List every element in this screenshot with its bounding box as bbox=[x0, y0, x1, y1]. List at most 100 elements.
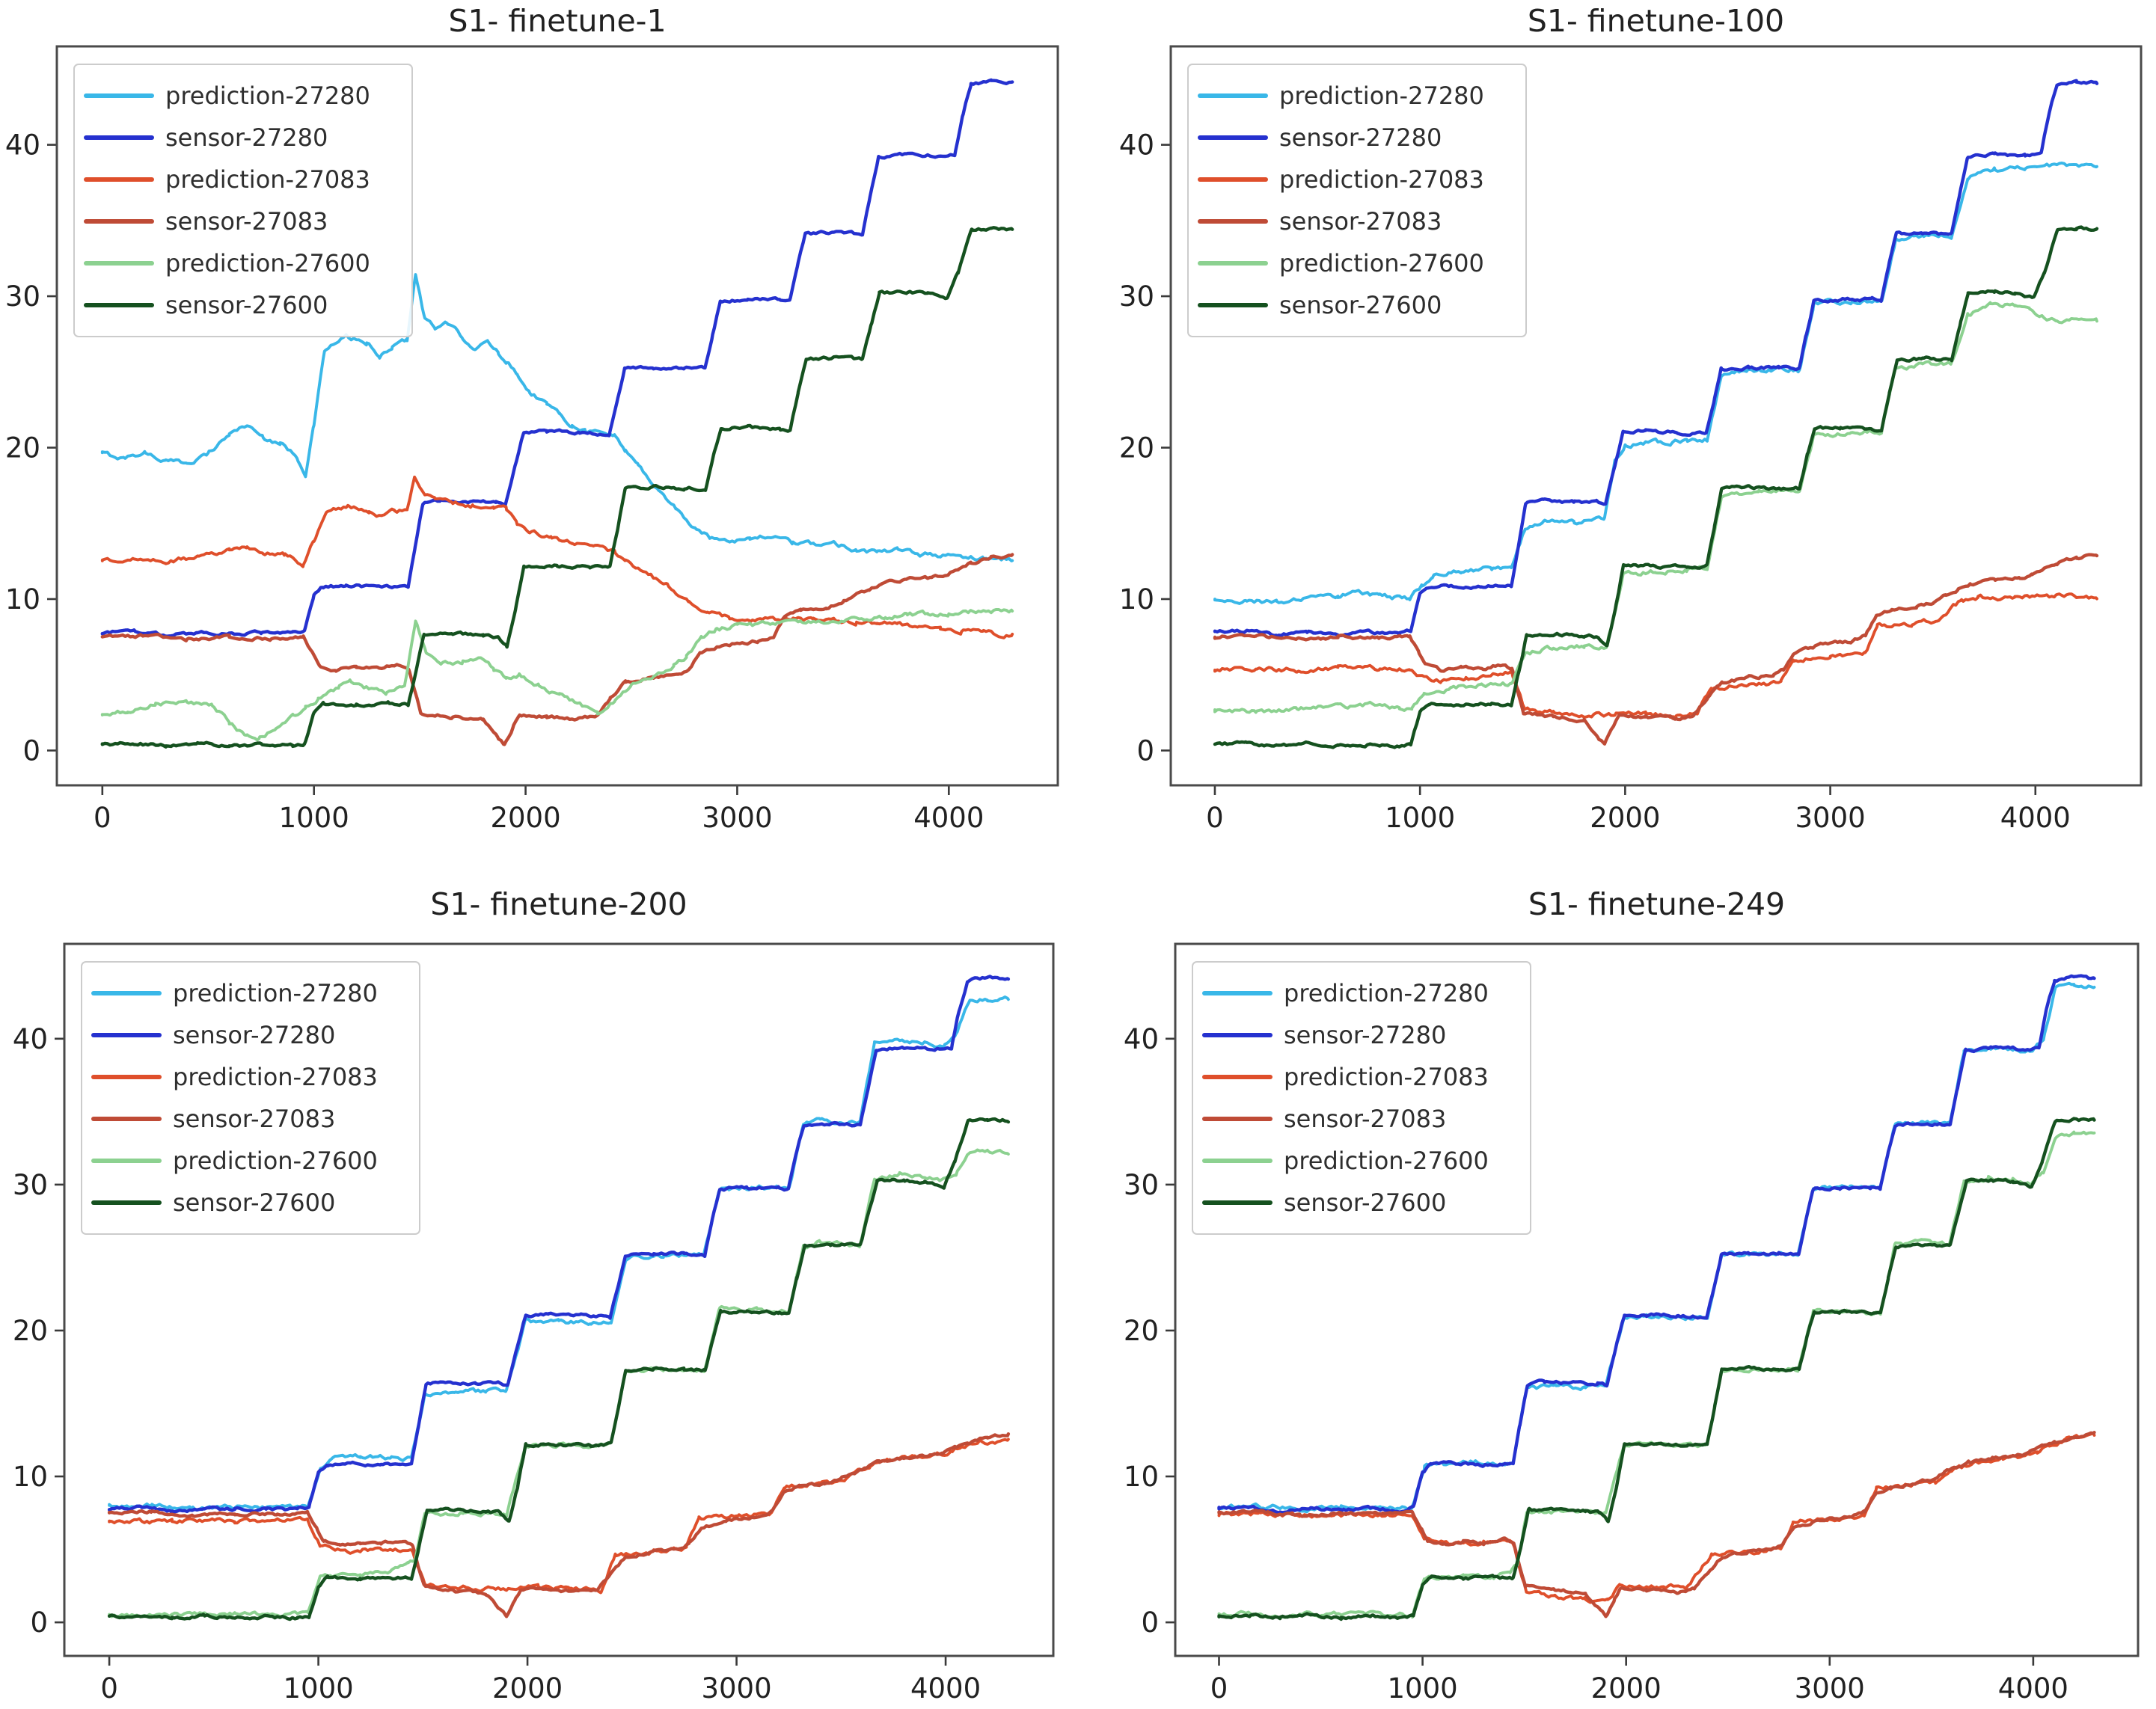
y-tick-label: 30 bbox=[13, 1169, 48, 1201]
x-tick-label: 1000 bbox=[1388, 1672, 1458, 1705]
x-tick-label: 0 bbox=[1206, 802, 1224, 834]
series-sensor-27600 bbox=[107, 1117, 1011, 1621]
series-prediction-27083 bbox=[1213, 592, 2098, 719]
x-tick-label: 3000 bbox=[702, 802, 772, 834]
legend-entry-label: prediction-27083 bbox=[165, 165, 370, 194]
x-tick-label: 4000 bbox=[913, 802, 984, 834]
x-tick-label: 2000 bbox=[490, 802, 560, 834]
x-tick-label: 3000 bbox=[1795, 802, 1865, 834]
plot-svg-finetune-249: 0 1000 2000 3000 4000 0 10 20 30 40 prediction-272… bbox=[1124, 942, 2140, 1705]
x-tick-label: 1000 bbox=[1385, 802, 1455, 834]
series-sensor-27280 bbox=[1213, 79, 2099, 638]
legend-entry-label: sensor-27083 bbox=[1279, 207, 1442, 236]
y-tick-label: 0 bbox=[1136, 734, 1154, 767]
series-group bbox=[107, 975, 1011, 1621]
legend-entry-label: prediction-27083 bbox=[1284, 1063, 1489, 1091]
series-sensor-27600 bbox=[100, 226, 1014, 749]
y-tick-label: 20 bbox=[1124, 1315, 1159, 1347]
series-group bbox=[100, 78, 1014, 749]
legend: prediction-27280 sensor-27280 prediction-2… bbox=[73, 64, 413, 337]
legend-entry-label: sensor-27083 bbox=[173, 1105, 335, 1133]
y-tick-label: 0 bbox=[30, 1607, 48, 1639]
x-tick-label: 1000 bbox=[279, 802, 349, 834]
legend-entry-label: prediction-27083 bbox=[173, 1063, 378, 1091]
legend-entry-label: prediction-27600 bbox=[1284, 1147, 1489, 1175]
plot-svg-finetune-100: 0 1000 2000 3000 4000 0 10 20 30 40 prediction-272… bbox=[1119, 45, 2143, 834]
legend-entry-label: sensor-27280 bbox=[165, 123, 328, 152]
plot-spines bbox=[1169, 45, 2143, 787]
series-prediction-27083 bbox=[100, 475, 1014, 639]
y-tick-label: 10 bbox=[1124, 1461, 1159, 1493]
plot-spines bbox=[55, 45, 1059, 787]
x-tick-label: 0 bbox=[94, 802, 111, 834]
x-tick-label: 2000 bbox=[1591, 1672, 1662, 1705]
y-tick-label: 10 bbox=[13, 1461, 48, 1493]
legend-entry-label: sensor-27280 bbox=[1279, 123, 1442, 152]
legend-entry-label: prediction-27280 bbox=[1279, 82, 1484, 110]
x-tick-label: 4000 bbox=[2000, 802, 2071, 834]
legend-entry-label: sensor-27600 bbox=[1279, 291, 1442, 319]
legend-entry-label: sensor-27600 bbox=[1284, 1188, 1446, 1217]
y-tick-label: 0 bbox=[22, 734, 40, 767]
x-tick-label: 3000 bbox=[1795, 1672, 1865, 1705]
series-prediction-27083 bbox=[1217, 1432, 2096, 1604]
y-tick-label: 40 bbox=[13, 1023, 48, 1055]
series-sensor-27600 bbox=[1213, 225, 2099, 749]
y-tick-label: 30 bbox=[5, 280, 40, 313]
chart-finetune-100: S1- finetune-100 0 1000 2000 3000 4000 0 10 20 3… bbox=[1078, 0, 2156, 855]
legend-entry-label: sensor-27280 bbox=[173, 1021, 335, 1049]
legend-entry-label: sensor-27600 bbox=[165, 291, 328, 319]
y-tick-label: 10 bbox=[1119, 583, 1154, 616]
series-sensor-27083 bbox=[107, 1432, 1011, 1619]
y-tick-label: 20 bbox=[5, 432, 40, 464]
x-tick-label: 3000 bbox=[701, 1672, 771, 1705]
series-sensor-27600 bbox=[1217, 1117, 2096, 1621]
x-tick-label: 2000 bbox=[1590, 802, 1660, 834]
y-tick-label: 20 bbox=[1119, 432, 1154, 464]
legend-entry-label: sensor-27600 bbox=[173, 1188, 335, 1217]
legend: prediction-27280 sensor-27280 prediction-2… bbox=[1187, 64, 1527, 337]
series-sensor-27083 bbox=[1217, 1431, 2096, 1619]
y-tick-label: 40 bbox=[1124, 1023, 1159, 1055]
y-tick-label: 40 bbox=[1119, 129, 1154, 162]
series-prediction-27600 bbox=[100, 607, 1014, 742]
legend-entry-label: prediction-27600 bbox=[173, 1147, 378, 1175]
chart-finetune-200: S1- finetune-200 0 1000 2000 3000 4000 0 10 20 3… bbox=[0, 855, 1078, 1709]
series-sensor-27280 bbox=[107, 975, 1011, 1514]
axis-ticks: 0 1000 2000 3000 4000 0 10 20 30 40 bbox=[13, 1023, 981, 1705]
plot-svg-finetune-200: 0 1000 2000 3000 4000 0 10 20 30 40 prediction-272… bbox=[13, 942, 1055, 1705]
x-tick-label: 0 bbox=[100, 1672, 118, 1705]
legend-box bbox=[81, 961, 420, 1235]
legend-entry-label: prediction-27280 bbox=[1284, 979, 1489, 1007]
y-tick-label: 20 bbox=[13, 1315, 48, 1347]
x-tick-label: 4000 bbox=[910, 1672, 981, 1705]
plot-svg-finetune-1: 0 1000 2000 3000 4000 0 10 20 30 40 prediction-272… bbox=[5, 45, 1059, 834]
plot-spines bbox=[63, 942, 1055, 1657]
plot-spines bbox=[1174, 942, 2140, 1657]
axis-ticks: 0 1000 2000 3000 4000 0 10 20 30 40 bbox=[1124, 1023, 2068, 1705]
legend: prediction-27280 sensor-27280 prediction-2… bbox=[1192, 961, 1531, 1235]
legend-entry-label: prediction-27600 bbox=[165, 249, 370, 277]
y-tick-label: 30 bbox=[1119, 280, 1154, 313]
series-group bbox=[1213, 79, 2099, 749]
chart-title: S1- finetune-249 bbox=[1528, 886, 1786, 922]
y-tick-label: 0 bbox=[1141, 1607, 1159, 1639]
legend-entry-label: prediction-27083 bbox=[1279, 165, 1484, 194]
legend-entry-label: sensor-27083 bbox=[165, 207, 328, 236]
series-prediction-27280 bbox=[1213, 162, 2098, 605]
chart-finetune-249: S1- finetune-249 0 1000 2000 3000 4000 0 10 20 3… bbox=[1078, 855, 2156, 1709]
chart-title: S1- finetune-200 bbox=[430, 886, 687, 922]
axis-ticks: 0 1000 2000 3000 4000 0 10 20 30 40 bbox=[5, 129, 984, 834]
chart-title: S1- finetune-100 bbox=[1527, 3, 1785, 39]
legend-entry-label: prediction-27280 bbox=[165, 82, 370, 110]
legend-entry-label: sensor-27280 bbox=[1284, 1021, 1446, 1049]
x-tick-label: 2000 bbox=[492, 1672, 563, 1705]
legend-entry-label: prediction-27280 bbox=[173, 979, 378, 1007]
series-prediction-27280 bbox=[100, 273, 1014, 562]
legend-box bbox=[1192, 961, 1531, 1235]
legend-entry-label: sensor-27083 bbox=[1284, 1105, 1446, 1133]
series-sensor-27280 bbox=[1217, 974, 2096, 1515]
legend-box bbox=[1187, 64, 1527, 337]
x-tick-label: 0 bbox=[1210, 1672, 1228, 1705]
